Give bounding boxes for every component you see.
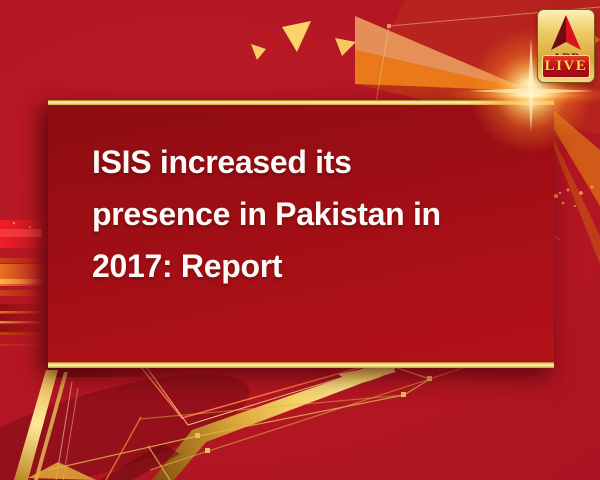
abp-live-logo: ABP LIVE [538,10,594,82]
gold-triangle-icon [335,38,356,56]
gold-triangle-icon [251,44,266,60]
card-gold-border-top [48,100,554,105]
wireframe-nodes [195,376,432,453]
gold-triangles-decoration [251,21,356,60]
live-label: LIVE [544,58,588,74]
live-badge: LIVE [542,55,590,78]
abp-arrow-icon [551,15,581,50]
headline-line: 2017: Report [92,248,283,284]
light-streaks-decoration [0,220,48,346]
headline-line: ISIS increased its [92,144,352,180]
gold-triangle-icon [282,21,311,52]
sparkle-dots [554,185,594,207]
card-gold-border-bottom [48,362,554,368]
headline-card: ISIS increased its presence in Pakistan … [48,100,554,368]
headline-text: ISIS increased its presence in Pakistan … [92,136,534,292]
gold-star-wireframe-decoration [0,362,469,480]
headline-line: presence in Pakistan in [92,196,441,232]
